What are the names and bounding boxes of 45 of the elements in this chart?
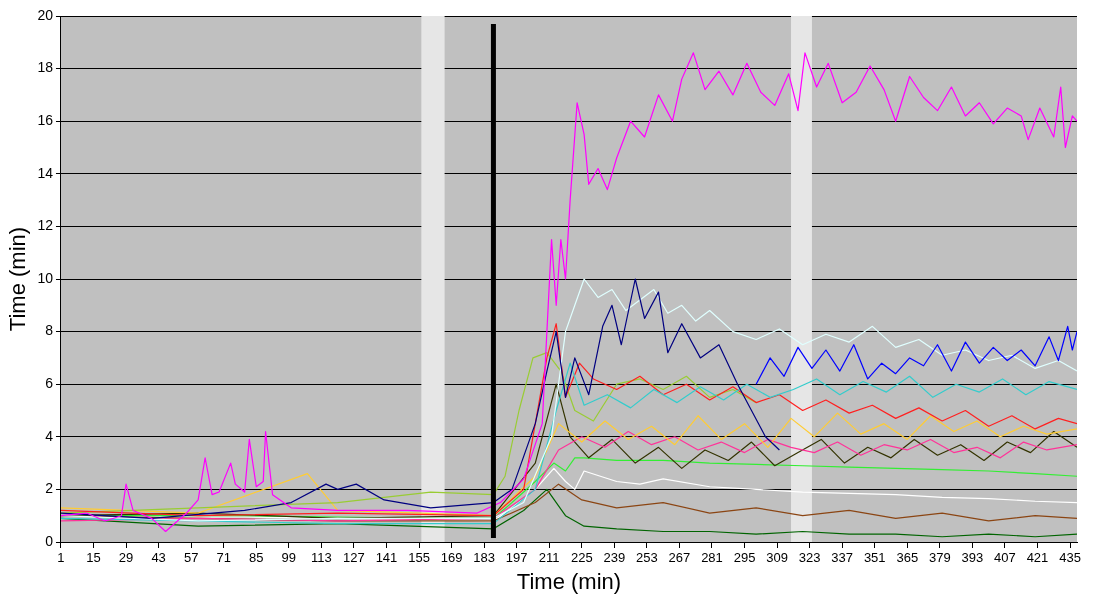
y-tick-label: 18 xyxy=(37,59,54,76)
y-tick-label: 6 xyxy=(45,375,54,392)
x-tick-label: 57 xyxy=(183,550,199,566)
y-tick-label: 8 xyxy=(45,322,54,339)
x-tick-label: 113 xyxy=(311,550,332,566)
x-tick-label: 85 xyxy=(249,550,264,566)
x-tick-label: 183 xyxy=(473,550,495,566)
y-tick-label: 4 xyxy=(45,427,54,444)
x-tick-label: 435 xyxy=(1059,550,1081,566)
y-tick-label: 0 xyxy=(45,532,54,549)
x-tick-label: 141 xyxy=(375,550,398,566)
x-tick-label: 43 xyxy=(151,550,166,566)
x-tick-label: 323 xyxy=(798,550,821,566)
y-tick-label: 10 xyxy=(37,269,54,286)
x-tick-label: 267 xyxy=(668,550,691,566)
x-tick-label: 379 xyxy=(928,550,951,566)
y-axis-title: Time (min) xyxy=(5,226,31,332)
x-tick-label: 351 xyxy=(863,550,886,566)
y-tick-label: 14 xyxy=(37,164,54,181)
x-tick-label: 281 xyxy=(701,550,723,566)
x-tick-label: 407 xyxy=(994,550,1016,566)
x-tick-label: 295 xyxy=(733,550,756,566)
y-tick-label: 12 xyxy=(37,217,54,234)
x-tick-label: 239 xyxy=(603,550,626,566)
x-axis-title: Time (min) xyxy=(516,568,622,594)
x-tick-label: 365 xyxy=(896,550,919,566)
x-tick-label: 309 xyxy=(766,550,788,566)
x-tick-label: 127 xyxy=(343,550,365,566)
x-tick-label: 211 xyxy=(538,550,560,566)
x-tick-label: 169 xyxy=(440,550,463,566)
x-tick-label: 1 xyxy=(57,550,65,566)
x-tick-label: 253 xyxy=(636,550,658,566)
x-tick-label: 71 xyxy=(216,550,231,566)
x-tick-label: 197 xyxy=(505,550,528,566)
x-tick-label: 225 xyxy=(570,550,593,566)
x-tick-label: 99 xyxy=(281,550,297,566)
y-tick-label: 16 xyxy=(37,112,54,129)
x-tick-label: 421 xyxy=(1026,550,1049,566)
x-tick-label: 155 xyxy=(408,550,430,566)
x-tick-label: 29 xyxy=(118,550,134,566)
y-tick-label: 2 xyxy=(45,480,54,497)
x-tick-label: 393 xyxy=(961,550,984,566)
x-tick-label: 15 xyxy=(86,550,101,566)
y-tick-label: 20 xyxy=(37,6,54,23)
x-tick-label: 337 xyxy=(831,550,854,566)
